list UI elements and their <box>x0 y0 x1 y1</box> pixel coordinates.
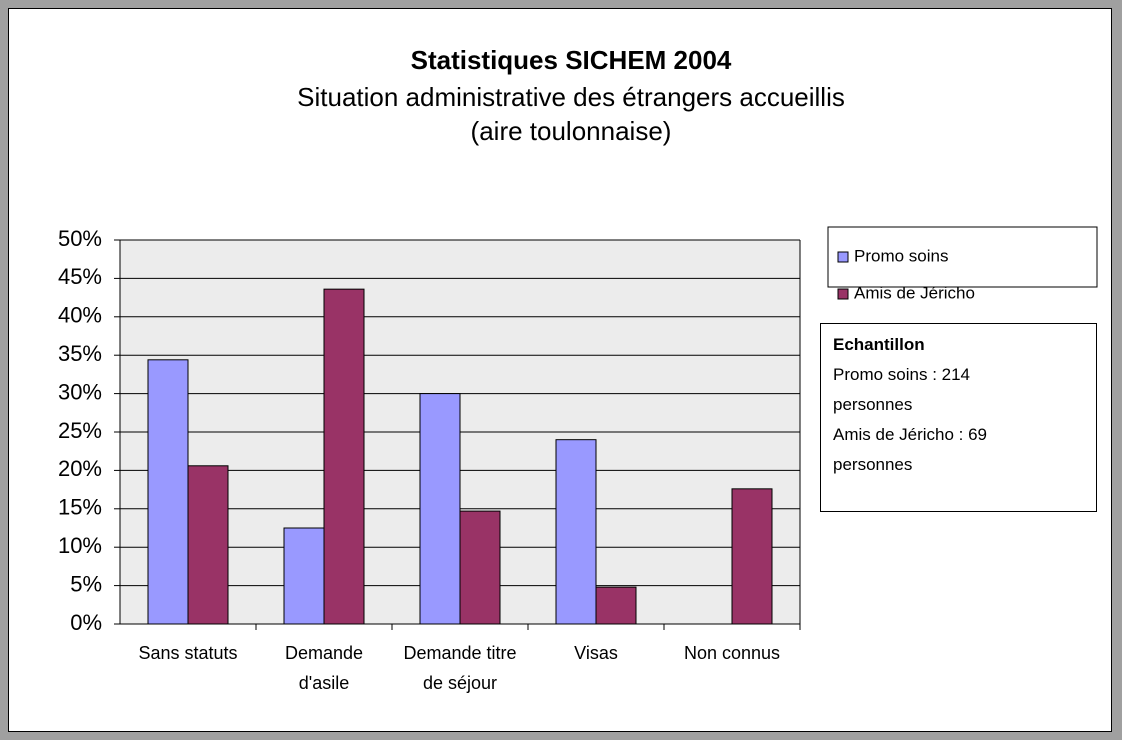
bar <box>595 586 637 625</box>
bar <box>555 439 597 625</box>
y-tick-label: 35% <box>58 341 102 366</box>
y-tick-label: 40% <box>58 303 102 328</box>
chart-title: Statistiques SICHEM 2004 <box>411 45 732 75</box>
sample-box: Echantillon Promo soins : 214 personnes … <box>820 323 1097 512</box>
legend-label: Promo soins <box>854 246 948 265</box>
x-tick-label: Visas <box>574 643 618 663</box>
bar <box>147 359 189 625</box>
y-tick-label: 20% <box>58 456 102 481</box>
x-tick-label: Non connus <box>683 643 781 663</box>
y-tick-label: 0% <box>70 610 102 635</box>
y-tick-label: 5% <box>70 571 102 596</box>
sample-line: Amis de Jéricho : 69 personnes <box>833 425 988 474</box>
bar <box>323 288 365 625</box>
bar <box>283 527 325 625</box>
y-tick-label: 45% <box>58 264 102 289</box>
y-tick-label: 15% <box>58 495 102 520</box>
sample-line: Promo soins : 214 personnes <box>833 365 971 414</box>
y-tick-label: 25% <box>58 418 102 443</box>
y-tick-label: 30% <box>58 379 102 404</box>
legend-label: Amis de Jéricho <box>854 283 975 302</box>
x-tick-label: Sans statuts <box>138 643 238 663</box>
bar <box>459 510 501 625</box>
y-tick-label: 50% <box>58 226 102 251</box>
bar <box>731 488 773 625</box>
legend-box <box>827 226 1098 288</box>
chart-subtitle: (aire toulonnaise) <box>471 116 672 146</box>
sample-title: Echantillon <box>833 335 925 354</box>
chart-subtitle: Situation administrative des étrangers a… <box>297 82 845 112</box>
legend-swatch <box>837 288 849 300</box>
bar <box>187 465 229 625</box>
y-tick-label: 10% <box>58 533 102 558</box>
legend-swatch <box>837 251 849 263</box>
bar <box>419 393 461 625</box>
x-tick-label: Demande d'asile <box>284 643 364 693</box>
x-tick-label: Demande titre de séjour <box>403 643 517 693</box>
